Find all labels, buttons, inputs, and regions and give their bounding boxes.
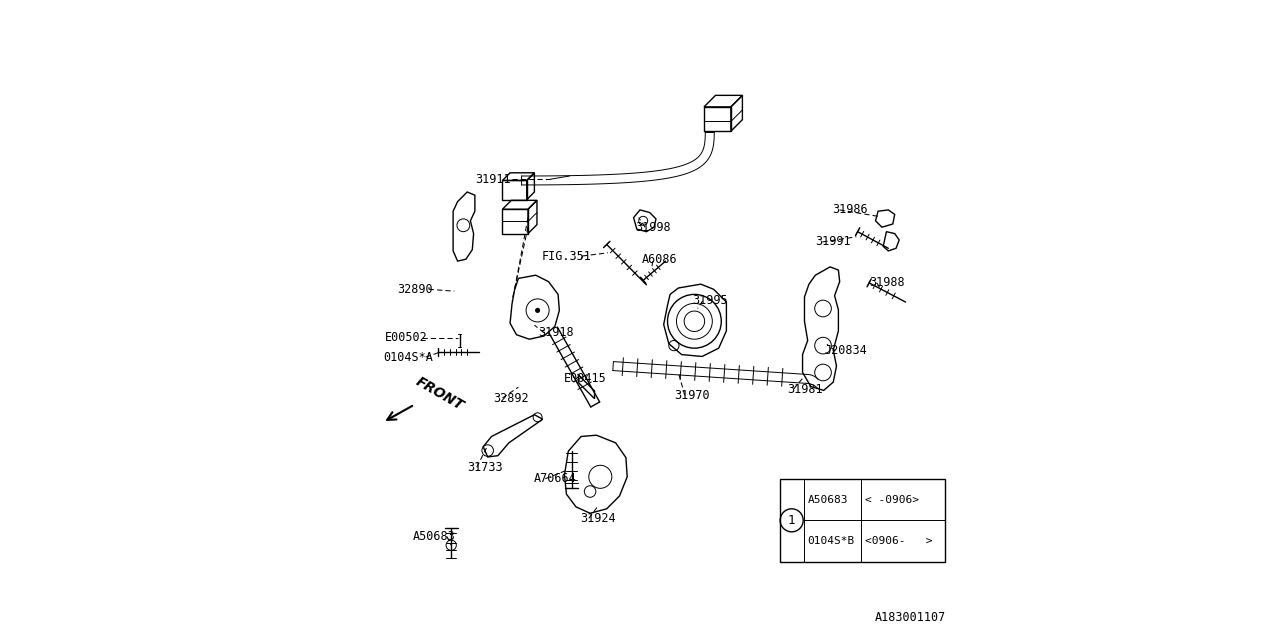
Text: FRONT: FRONT (412, 374, 466, 413)
Text: 31991: 31991 (815, 236, 851, 248)
Text: 31998: 31998 (635, 221, 671, 234)
Text: A6086: A6086 (641, 253, 677, 266)
Text: 31981: 31981 (787, 383, 823, 396)
Text: 0104S*A: 0104S*A (384, 351, 433, 364)
Text: 31970: 31970 (675, 389, 710, 402)
Text: 31995: 31995 (692, 294, 728, 307)
Text: 1: 1 (788, 514, 795, 527)
Text: 32892: 32892 (493, 392, 529, 404)
Text: 32890: 32890 (397, 283, 433, 296)
Text: A50683: A50683 (808, 495, 849, 504)
Text: 31733: 31733 (467, 461, 503, 474)
Text: 31924: 31924 (581, 512, 616, 525)
Text: 0104S*B: 0104S*B (808, 536, 855, 546)
Text: FIG.351: FIG.351 (541, 250, 591, 262)
Text: 31918: 31918 (538, 326, 573, 339)
Text: A50683: A50683 (412, 530, 456, 543)
Text: < -0906>: < -0906> (865, 495, 919, 504)
Text: A70664: A70664 (534, 472, 577, 485)
Text: <0906-   >: <0906- > (865, 536, 933, 546)
Text: 31986: 31986 (832, 204, 868, 216)
Text: 31911: 31911 (475, 173, 511, 186)
Circle shape (535, 308, 540, 313)
Text: E00415: E00415 (564, 372, 607, 385)
Text: E00502: E00502 (385, 332, 428, 344)
Text: A183001107: A183001107 (874, 611, 946, 624)
Text: 31988: 31988 (869, 276, 905, 289)
Bar (780, 479, 945, 562)
Text: J20834: J20834 (824, 344, 868, 357)
